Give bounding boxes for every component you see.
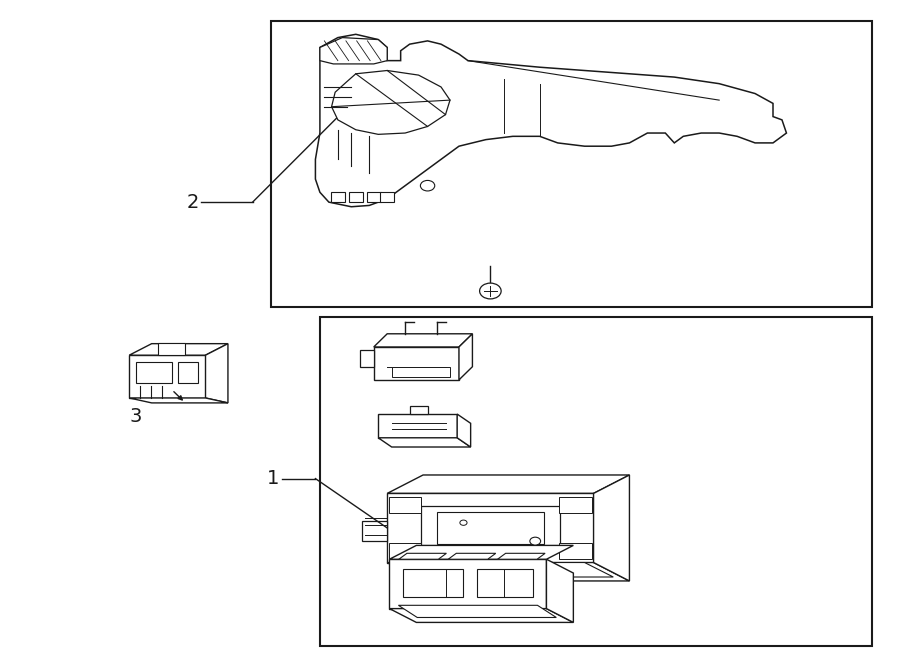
Polygon shape <box>374 347 459 380</box>
Polygon shape <box>315 34 787 207</box>
Circle shape <box>420 180 435 191</box>
Polygon shape <box>387 493 594 563</box>
Polygon shape <box>380 192 394 202</box>
Polygon shape <box>158 343 185 355</box>
Polygon shape <box>130 398 228 403</box>
Polygon shape <box>378 414 457 438</box>
Bar <box>271 21 872 307</box>
Polygon shape <box>396 563 613 577</box>
Bar <box>320 317 872 646</box>
Polygon shape <box>399 553 446 559</box>
Polygon shape <box>360 350 373 367</box>
Polygon shape <box>459 334 472 380</box>
Polygon shape <box>399 605 556 617</box>
Polygon shape <box>560 543 592 559</box>
Polygon shape <box>362 522 387 541</box>
Polygon shape <box>392 367 450 377</box>
Text: 2: 2 <box>186 192 199 212</box>
Polygon shape <box>331 71 450 134</box>
Polygon shape <box>389 497 421 513</box>
Polygon shape <box>448 553 496 559</box>
Polygon shape <box>498 553 545 559</box>
Polygon shape <box>130 355 205 398</box>
Polygon shape <box>387 475 629 493</box>
Polygon shape <box>378 438 471 447</box>
Polygon shape <box>178 362 198 383</box>
Polygon shape <box>546 559 573 623</box>
Polygon shape <box>205 344 228 403</box>
Polygon shape <box>457 414 471 447</box>
Polygon shape <box>320 38 387 64</box>
Circle shape <box>530 537 541 545</box>
Polygon shape <box>389 543 421 559</box>
Polygon shape <box>366 192 381 202</box>
Circle shape <box>460 520 467 525</box>
Polygon shape <box>436 512 544 544</box>
Polygon shape <box>410 407 427 414</box>
Polygon shape <box>477 569 533 597</box>
Polygon shape <box>560 497 592 513</box>
Polygon shape <box>130 344 228 355</box>
Polygon shape <box>390 545 573 559</box>
Polygon shape <box>387 563 629 581</box>
Polygon shape <box>330 192 345 202</box>
Polygon shape <box>137 362 172 383</box>
Polygon shape <box>403 569 464 597</box>
Text: 3: 3 <box>130 407 142 426</box>
Polygon shape <box>374 334 473 347</box>
Text: 1: 1 <box>267 469 280 488</box>
Polygon shape <box>594 475 629 581</box>
Polygon shape <box>390 609 573 623</box>
Polygon shape <box>421 506 560 551</box>
Circle shape <box>480 283 501 299</box>
Polygon shape <box>390 559 546 609</box>
Polygon shape <box>348 192 363 202</box>
